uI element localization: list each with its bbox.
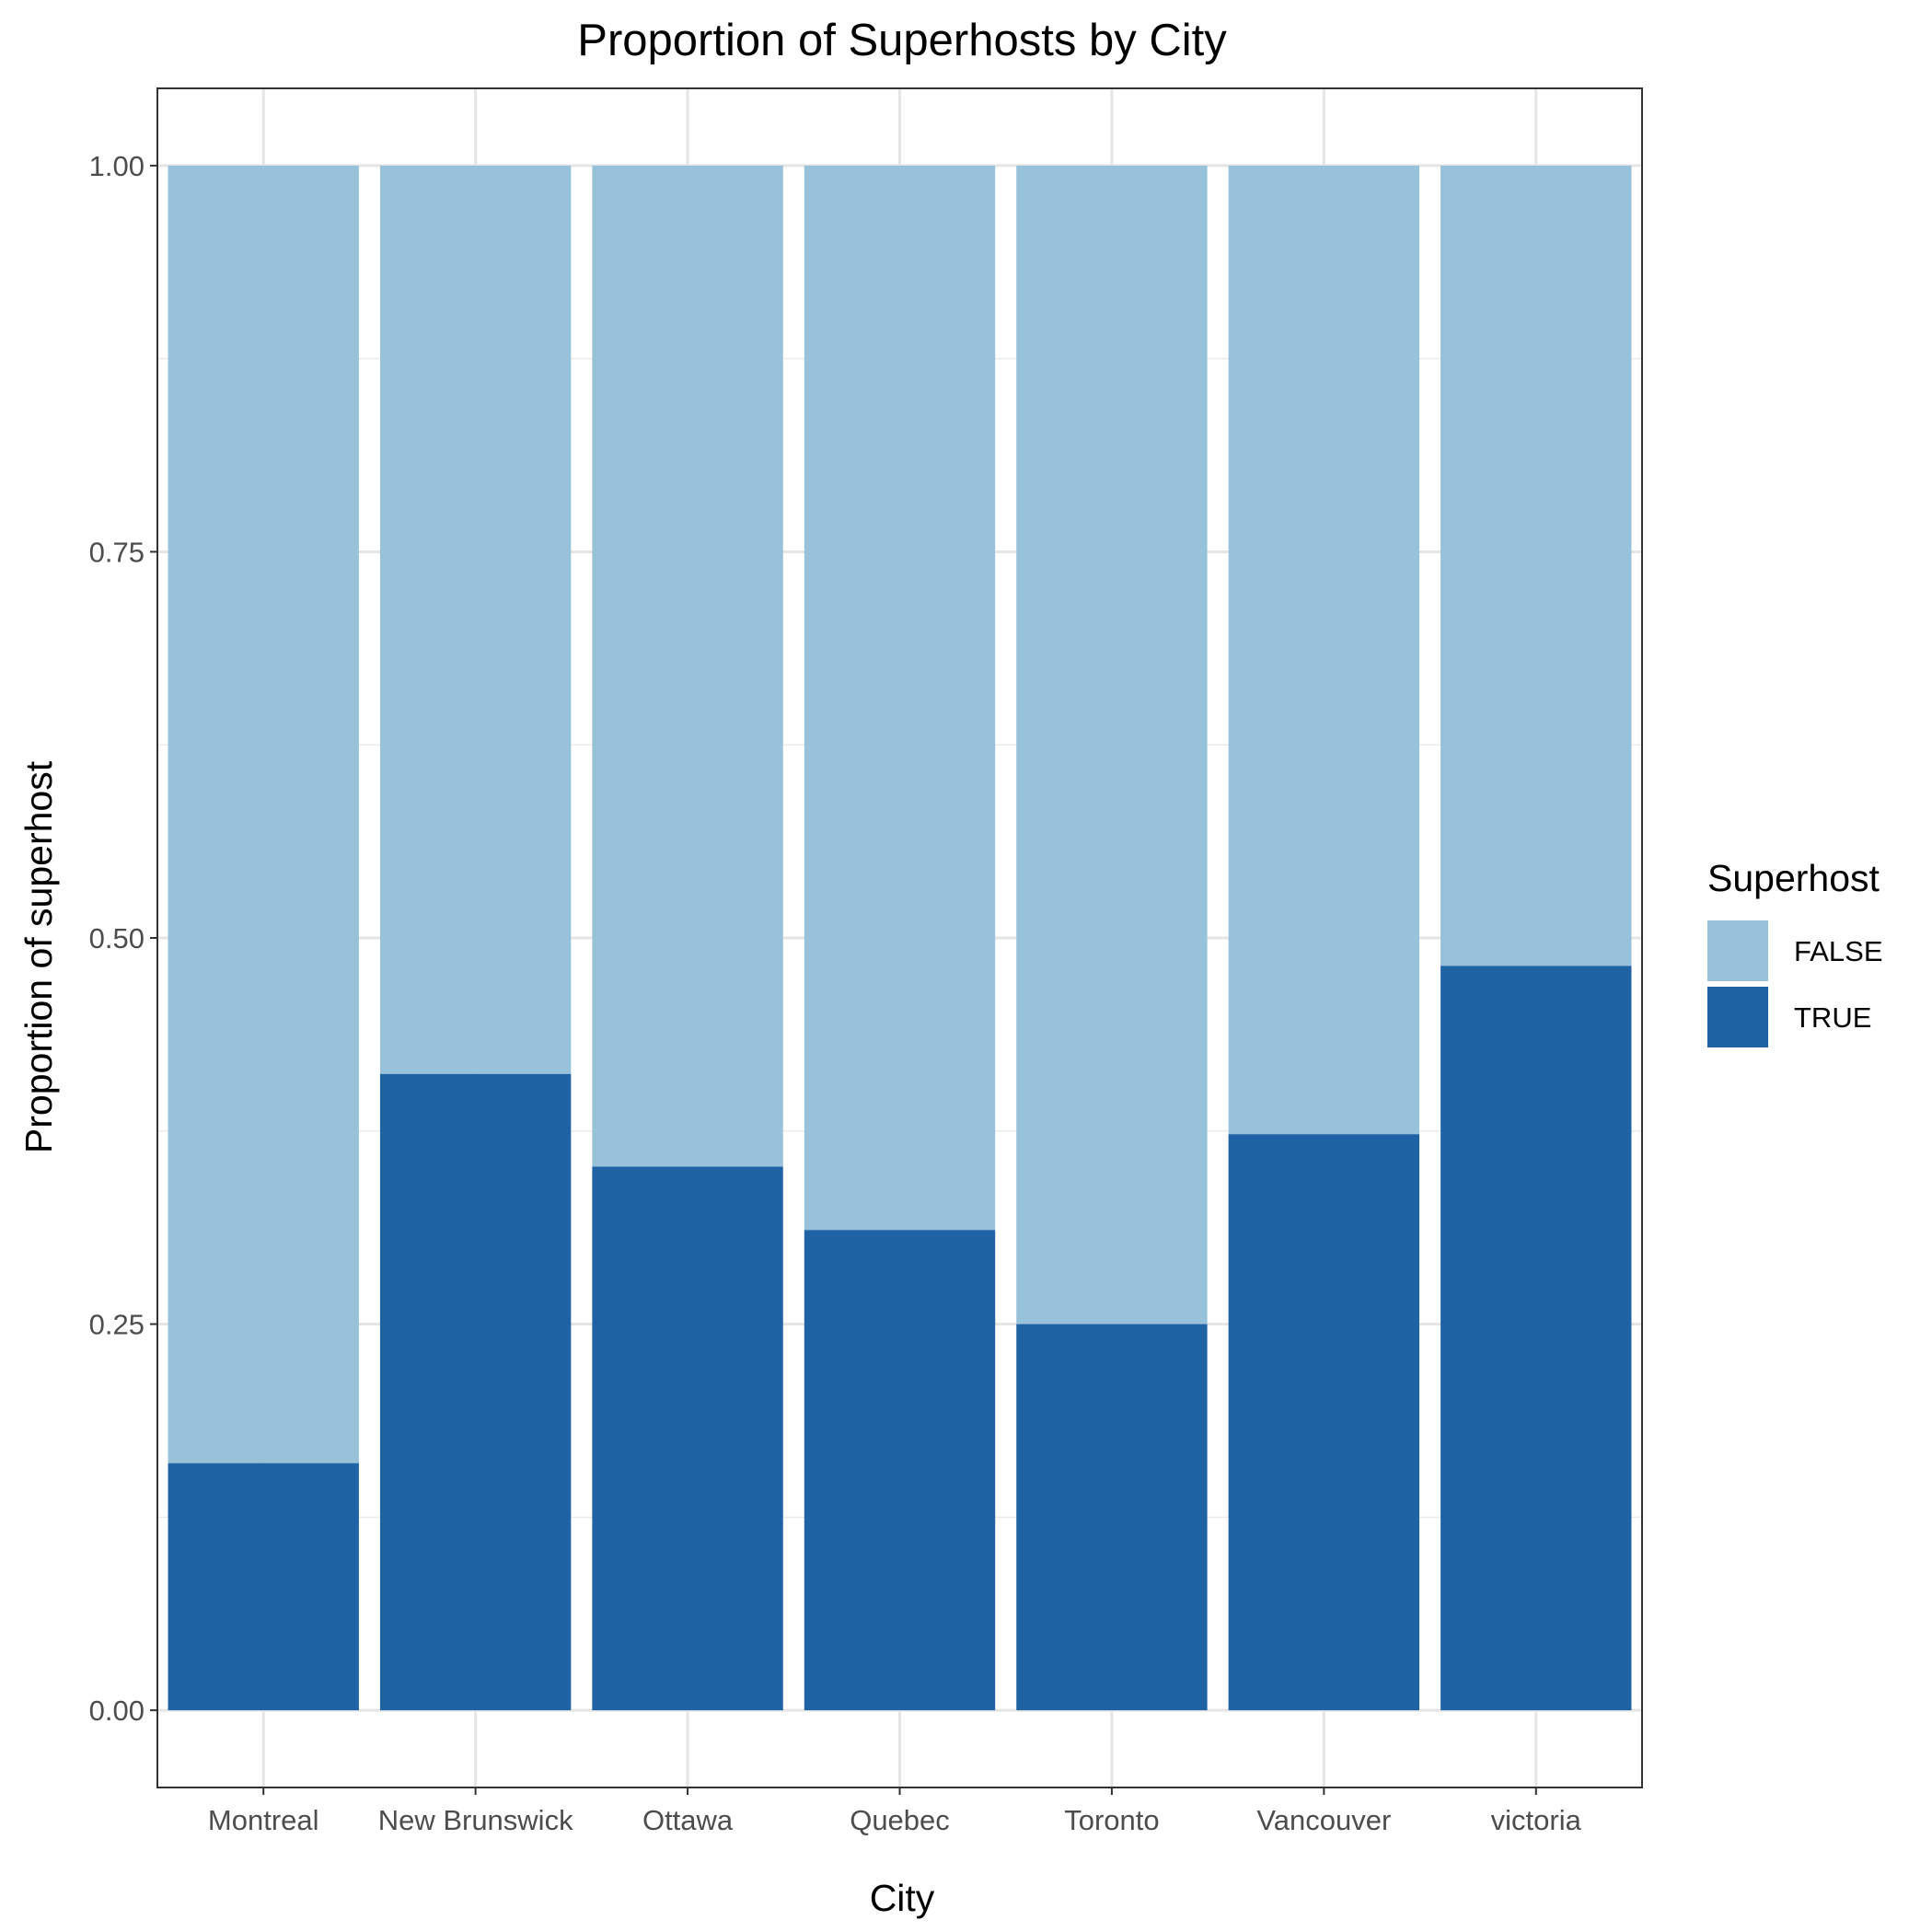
- x-tick-label: Ottawa: [642, 1804, 734, 1836]
- bar-false-toronto: [1016, 165, 1208, 1325]
- bar-true-new-brunswick: [379, 1073, 572, 1711]
- bar-true-victoria: [1440, 966, 1632, 1711]
- bar-false-quebec: [804, 165, 996, 1231]
- legend-label-false: FALSE: [1794, 935, 1883, 967]
- bar-false-ottawa: [592, 165, 783, 1167]
- legend-key-true: [1707, 987, 1768, 1047]
- bar-true-toronto: [1016, 1324, 1208, 1711]
- x-tick-label: Toronto: [1064, 1804, 1159, 1836]
- legend-label-true: TRUE: [1794, 1001, 1871, 1034]
- bar-true-ottawa: [592, 1166, 783, 1711]
- bar-true-quebec: [804, 1230, 996, 1711]
- y-tick-label: 0.25: [89, 1309, 145, 1341]
- x-tick-label: Vancouver: [1256, 1804, 1391, 1836]
- y-tick-label: 1.00: [89, 150, 145, 182]
- y-axis-title: Proportion of superhost: [17, 760, 60, 1153]
- bar-false-montreal: [168, 165, 359, 1463]
- chart-title: Proportion of Superhosts by City: [577, 16, 1227, 65]
- legend-title: Superhost: [1707, 857, 1880, 899]
- x-tick-label: Montreal: [208, 1804, 319, 1836]
- y-tick-label: 0.00: [89, 1695, 145, 1727]
- x-tick-label: victoria: [1491, 1804, 1582, 1836]
- x-axis-title: City: [870, 1877, 935, 1919]
- bar-false-victoria: [1440, 165, 1632, 966]
- plot-panel: 0.00 0.25 0.50 0.75 1.00 Montreal New Brunswic…: [89, 87, 1643, 1836]
- x-tick-label: Quebec: [850, 1804, 950, 1836]
- legend: Superhost FALSE TRUE: [1707, 857, 1883, 1047]
- x-tick-label: New Brunswick: [378, 1804, 573, 1836]
- y-tick-label: 0.75: [89, 536, 145, 568]
- bar-true-vancouver: [1228, 1134, 1420, 1711]
- bar-true-montreal: [168, 1463, 359, 1711]
- bar-false-new-brunswick: [379, 165, 572, 1074]
- legend-key-false: [1707, 920, 1768, 981]
- y-tick-label: 0.50: [89, 922, 145, 954]
- bar-false-vancouver: [1228, 165, 1420, 1135]
